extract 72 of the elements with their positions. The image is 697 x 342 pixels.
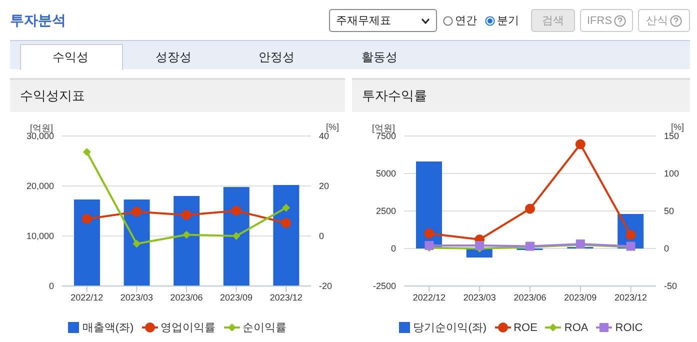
x-tick-label: 2023/12 (614, 292, 648, 302)
y2-axis-title: [%] (326, 122, 339, 132)
legend-label: 매출액(좌) (81, 321, 134, 335)
y-tick-label: 0 (48, 281, 54, 292)
point (525, 204, 535, 214)
point (82, 214, 92, 224)
legend-label: ROE (512, 320, 538, 335)
text: 성장성 (154, 49, 192, 66)
bar (273, 185, 300, 286)
text: 분기 (497, 15, 519, 27)
y-tick-label: 30,000 (26, 131, 54, 142)
x-tick-label: 2023/06 (514, 292, 546, 302)
dropdown: 주재무제표 (329, 9, 437, 32)
y-tick-label: 10,000 (26, 231, 54, 242)
bar (124, 200, 150, 286)
y2-tick-label: 0 (319, 231, 324, 242)
legend-label: 순이익률 (242, 321, 287, 335)
point (132, 240, 141, 248)
bar (174, 196, 200, 286)
y-tick-label: 5000 (376, 168, 396, 179)
legend-label: 영업이익률 (160, 321, 216, 335)
point (281, 218, 292, 228)
text: IFRS (580, 9, 633, 32)
y2-tick-label: 100 (664, 168, 680, 179)
y-tick-label: 2500 (376, 206, 396, 216)
point (475, 241, 484, 250)
bar (74, 200, 100, 286)
point (231, 206, 242, 216)
chart-title: 수익성지표 (10, 80, 345, 112)
x-tick-label: 2022/12 (412, 292, 446, 302)
x-tick-label: 2022/12 (70, 292, 104, 302)
y2-tick-label: 40 (319, 131, 330, 142)
y2-axis-title: [%] (670, 122, 684, 132)
y-tick-label: 20,000 (26, 181, 54, 192)
point (575, 139, 586, 150)
x-tick-label: 2023/03 (120, 292, 153, 302)
y2-tick-label: 50 (664, 206, 674, 216)
point (282, 204, 290, 212)
bar (223, 187, 250, 286)
x-tick-label: 2023/09 (564, 292, 597, 302)
y2-tick-label: -20 (319, 281, 332, 292)
y2-tick-label: 20 (319, 181, 330, 192)
legend-label: ROA (563, 320, 588, 335)
point (82, 148, 91, 156)
text: 검색 (531, 9, 575, 32)
text: 활동성 (360, 49, 398, 66)
y-tick-label: 0 (390, 244, 396, 254)
point (424, 228, 434, 238)
x-tick-label: 2023/03 (463, 292, 496, 302)
y2-tick-label: 0 (664, 244, 670, 254)
y-tick-label: -2500 (372, 281, 396, 292)
point (182, 230, 190, 239)
x-tick-label: 2023/06 (170, 292, 203, 302)
legend-label: ROIC (614, 320, 643, 335)
point (182, 210, 192, 220)
y-tick-label: 7500 (376, 131, 396, 142)
bar (416, 162, 442, 248)
text: 안정성 (258, 49, 296, 66)
x-tick-label: 2023/12 (270, 292, 302, 302)
y2-tick-label: 150 (664, 131, 680, 142)
text: 투자분석 (10, 12, 66, 30)
y-axis-title: [억원] (372, 122, 396, 133)
text: 수익성 (52, 49, 90, 66)
chart-title: 투자수익률 (352, 80, 690, 112)
legend-label: 당기순이익(좌) (412, 321, 487, 335)
x-tick-label: 2023/09 (220, 292, 253, 302)
point (132, 206, 142, 217)
text: 산식 (638, 9, 690, 32)
text: 연간 (455, 15, 477, 27)
point (232, 232, 240, 240)
y-axis-title: [억원] (30, 122, 54, 133)
y2-tick-label: -50 (664, 281, 678, 292)
